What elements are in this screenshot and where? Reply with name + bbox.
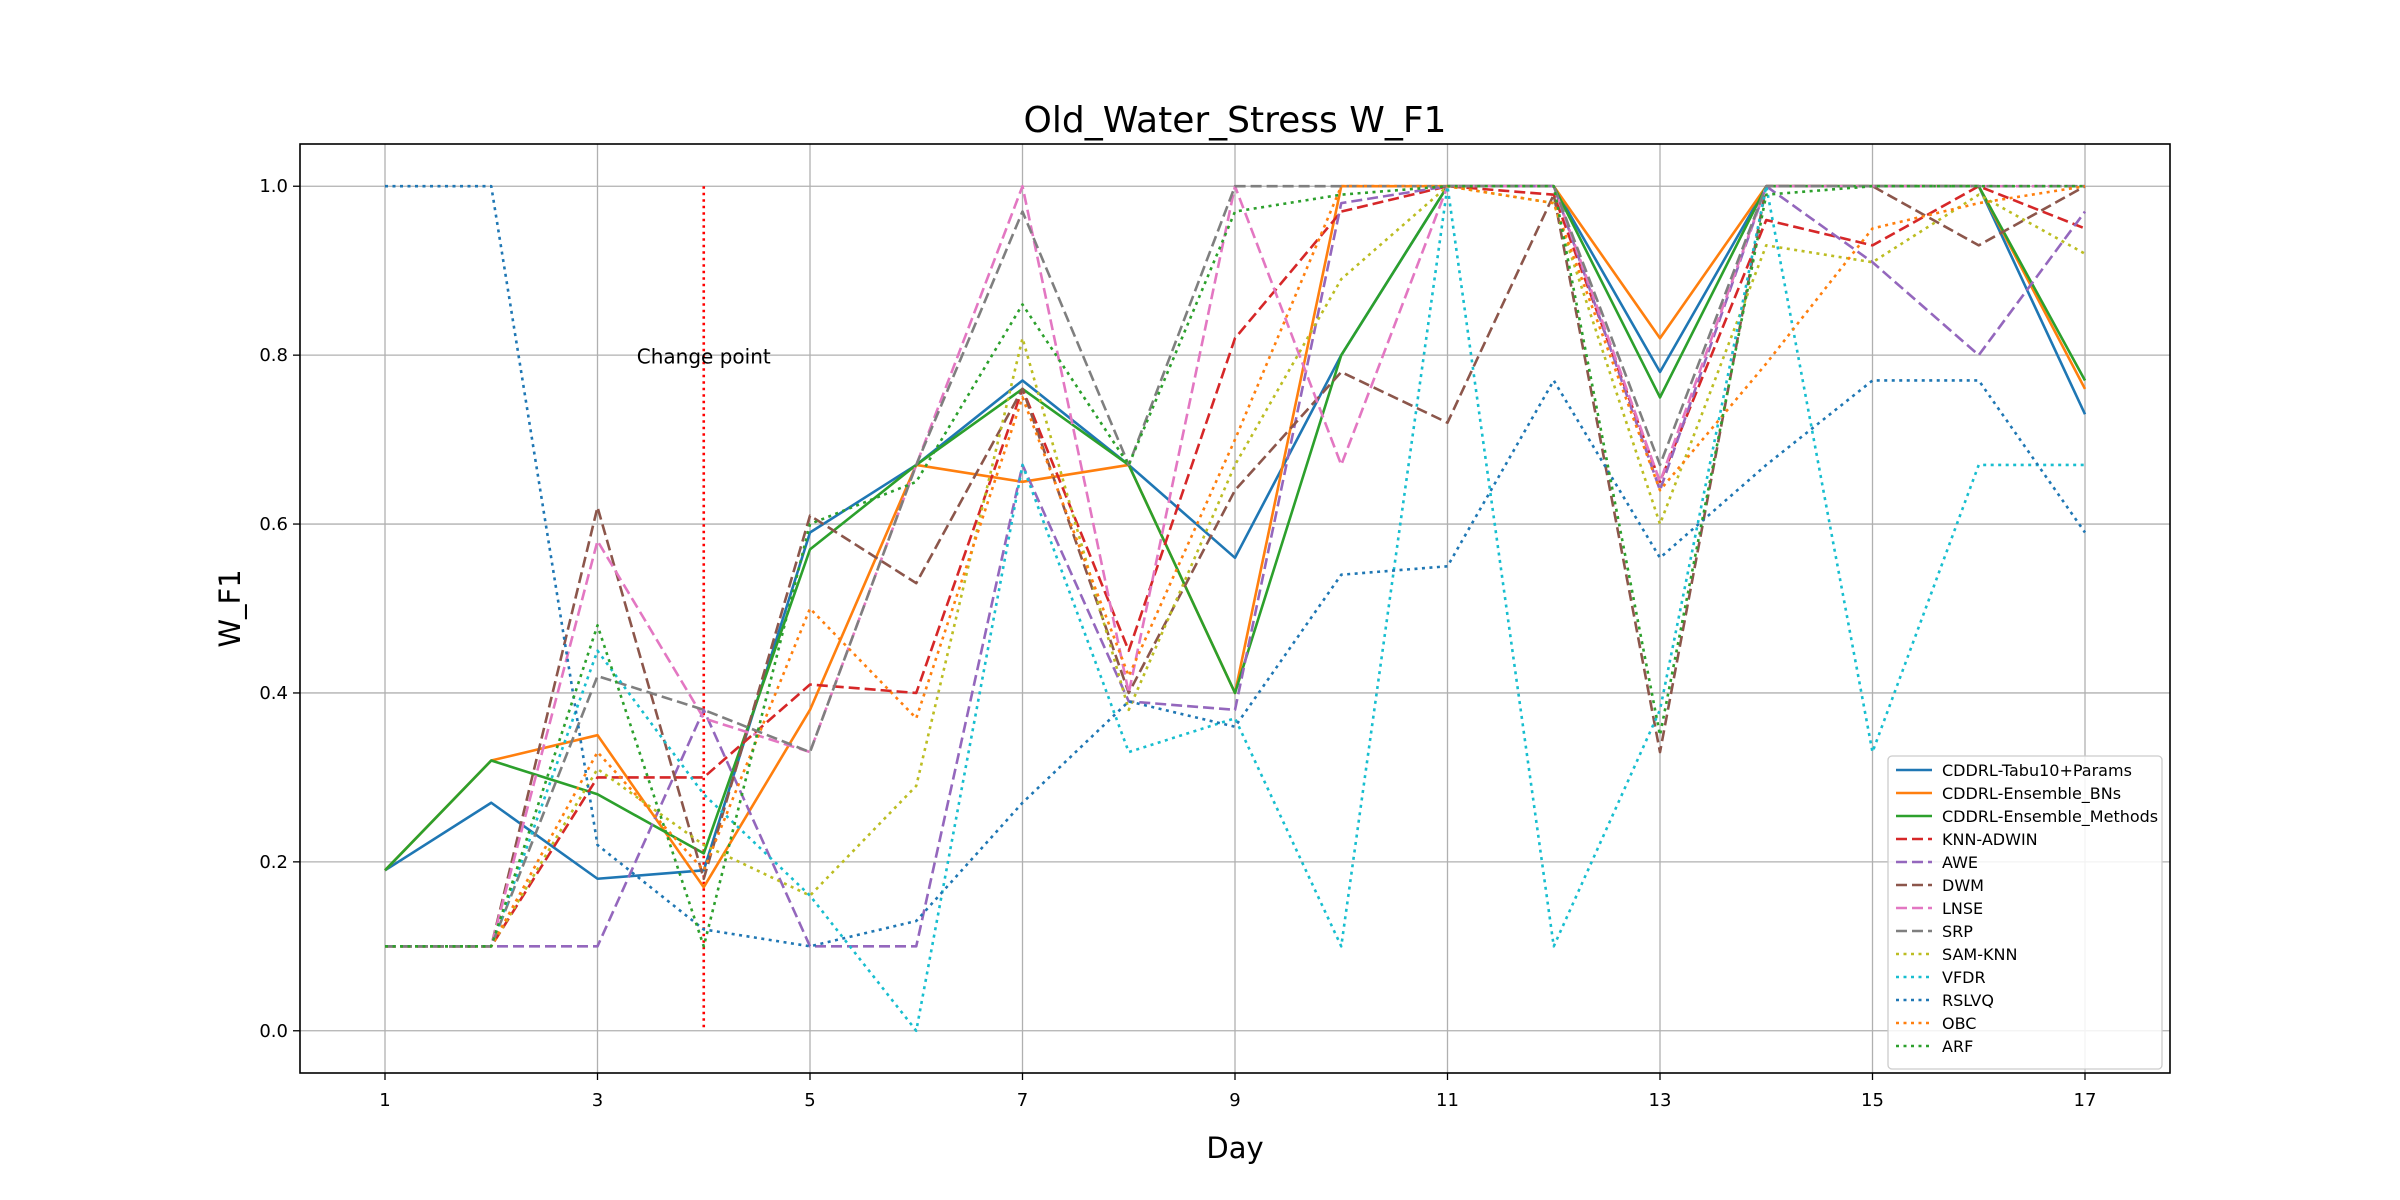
series-lines xyxy=(384,184,2087,1033)
y-tick-label: 0.2 xyxy=(259,852,288,873)
x-tick-label: 17 xyxy=(2074,1090,2097,1111)
series-line-srp xyxy=(385,184,2085,948)
legend-label: SRP xyxy=(1942,922,1973,941)
legend-label: VFDR xyxy=(1942,968,1986,987)
legend-label: RSLVQ xyxy=(1942,991,1994,1010)
series-line-awe xyxy=(385,184,2087,948)
x-tick-label: 9 xyxy=(1229,1090,1240,1111)
y-axis-label: W_F1 xyxy=(213,569,247,647)
x-tick-label: 3 xyxy=(592,1090,603,1111)
change-point-annotation: Change point xyxy=(637,186,771,1031)
series-line-arf xyxy=(385,184,2085,948)
y-axis-ticks: 0.0 0.2 0.4 0.6 0.8 1.0 xyxy=(259,176,300,1042)
y-tick-label: 0.4 xyxy=(259,683,288,704)
series-line-obc xyxy=(385,184,2086,948)
legend-label: SAM-KNN xyxy=(1942,945,2017,964)
y-tick-label: 0.8 xyxy=(259,345,288,366)
legend-box xyxy=(1887,755,2163,1070)
x-tick-label: 7 xyxy=(1017,1090,1028,1111)
legend-label: CDDRL-Ensemble_BNs xyxy=(1942,784,2121,804)
x-tick-label: 11 xyxy=(1436,1090,1459,1111)
legend-label: DWM xyxy=(1942,876,1984,895)
x-tick-label: 15 xyxy=(1861,1090,1884,1111)
series-line-sam-knn xyxy=(385,184,2086,948)
x-tick-label: 13 xyxy=(1649,1090,1672,1111)
y-tick-label: 0.6 xyxy=(259,514,288,535)
x-tick-label: 1 xyxy=(379,1090,390,1111)
x-axis-ticks: 1 3 5 7 9 11 13 15 17 xyxy=(379,1073,2096,1111)
x-tick-label: 5 xyxy=(804,1090,815,1111)
legend-label: AWE xyxy=(1942,853,1978,872)
y-tick-label: 0.0 xyxy=(259,1021,288,1042)
legend-label: CDDRL-Ensemble_Methods xyxy=(1942,807,2158,827)
legend-label: KNN-ADWIN xyxy=(1942,830,2038,849)
change-point-label: Change point xyxy=(637,345,771,369)
legend-label: LNSE xyxy=(1942,899,1983,918)
x-axis-label: Day xyxy=(1206,1131,1263,1165)
legend-label: ARF xyxy=(1942,1037,1973,1056)
y-tick-label: 1.0 xyxy=(259,176,288,197)
legend-label: OBC xyxy=(1942,1014,1976,1033)
legend-label: CDDRL-Tabu10+Params xyxy=(1942,761,2132,780)
series-line-rslvq xyxy=(385,184,2087,948)
legend: CDDRL-Tabu10+Params CDDRL-Ensemble_BNs CDD… xyxy=(1887,755,2163,1070)
series-line-knn-adwin xyxy=(385,184,2086,948)
chart-title: Old_Water_Stress W_F1 xyxy=(1024,100,1447,141)
